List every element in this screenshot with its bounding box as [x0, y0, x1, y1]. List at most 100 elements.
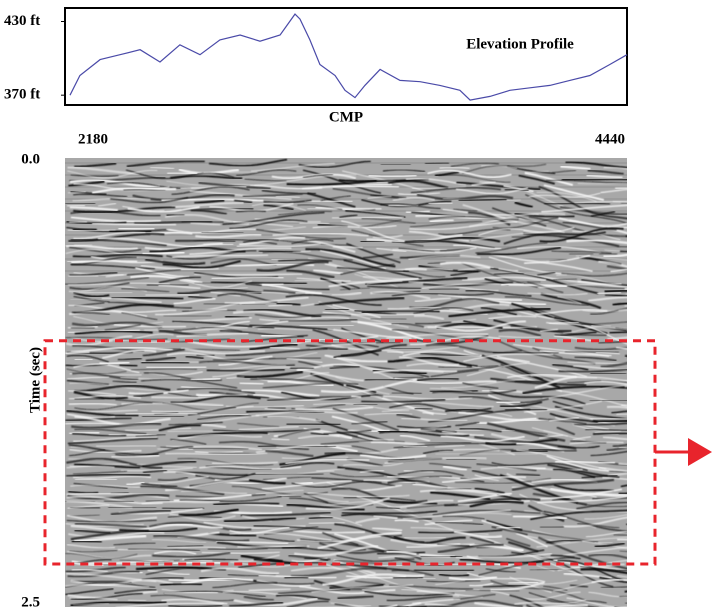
reflector [532, 492, 588, 506]
reflector [459, 427, 502, 433]
y-tick-label: 2.5 [21, 594, 40, 610]
reflector [603, 253, 627, 258]
reflector [172, 434, 263, 441]
reflector [569, 441, 624, 445]
reflector [607, 472, 627, 477]
reflector [73, 206, 176, 214]
reflector [486, 519, 523, 532]
reflector [72, 475, 152, 479]
reflector [211, 460, 279, 465]
reflector [312, 225, 397, 229]
reflector [279, 240, 352, 246]
reflector [510, 325, 607, 337]
reflector [510, 308, 571, 323]
reflector [73, 482, 128, 489]
reflector [560, 165, 591, 171]
reflector [580, 568, 627, 575]
reflector [490, 581, 545, 592]
reflector [604, 249, 627, 252]
reflector [454, 477, 551, 484]
reflector [594, 542, 625, 548]
reflector [142, 469, 168, 474]
reflector [319, 250, 387, 270]
reflector [285, 294, 382, 306]
reflector [402, 350, 487, 357]
reflector [112, 379, 137, 384]
reflector [525, 194, 627, 224]
reflector [595, 351, 620, 355]
reflector [284, 576, 309, 580]
reflector [553, 484, 615, 492]
reflector [258, 536, 295, 542]
reflector [410, 526, 489, 536]
reflector [236, 370, 304, 379]
reflector [140, 485, 225, 496]
reflector [104, 324, 141, 331]
reflector [71, 568, 108, 573]
reflector [539, 328, 559, 332]
reflector [297, 368, 364, 382]
reflector [150, 166, 175, 170]
reflector [500, 363, 543, 381]
reflector [537, 282, 622, 289]
reflector [359, 219, 402, 228]
reflector [410, 187, 501, 194]
reflector [416, 248, 447, 251]
reflector [474, 487, 505, 494]
reflector [119, 559, 180, 563]
reflector [438, 365, 499, 368]
reflector [157, 476, 189, 482]
reflector [492, 351, 559, 355]
reflector [516, 442, 565, 453]
reflector [602, 435, 627, 441]
reflector [399, 356, 460, 367]
reflector [71, 422, 162, 430]
reflector [187, 340, 278, 348]
reflector [357, 434, 394, 442]
reflector [159, 582, 203, 587]
reflector [72, 227, 97, 232]
reflector [336, 266, 409, 273]
reflector [438, 573, 470, 577]
reflector [448, 307, 551, 318]
reflector [421, 401, 494, 408]
reflector [248, 468, 346, 475]
reflector [539, 350, 612, 357]
reflector [66, 543, 116, 549]
reflector [170, 395, 261, 404]
reflector [621, 404, 627, 407]
reflector [461, 275, 547, 282]
reflector [130, 368, 198, 371]
reflector [576, 501, 627, 510]
reflector [220, 364, 287, 370]
reflector [442, 515, 485, 520]
reflector [468, 212, 566, 228]
reflector [74, 162, 117, 168]
reflector [298, 160, 371, 168]
reflector [177, 431, 268, 438]
reflector [397, 475, 452, 480]
reflector [618, 446, 627, 449]
reflector [277, 428, 321, 438]
reflector [361, 398, 446, 404]
reflector [602, 477, 627, 480]
reflector [574, 356, 617, 362]
reflector [166, 180, 251, 186]
reflector [237, 422, 280, 428]
reflector [113, 323, 187, 328]
reflector [119, 363, 138, 368]
reflector [557, 445, 600, 449]
reflector [170, 174, 243, 180]
reflector [145, 258, 206, 266]
reflector [292, 529, 366, 534]
reflector [418, 604, 459, 607]
reflector [618, 462, 627, 466]
reflector [606, 446, 627, 452]
reflector [115, 445, 194, 457]
y-tick-label: 430 ft [4, 13, 40, 29]
reflector [124, 427, 192, 431]
reflector [126, 269, 181, 276]
reflector [66, 354, 109, 363]
reflector [68, 394, 142, 400]
reflector [313, 268, 344, 275]
